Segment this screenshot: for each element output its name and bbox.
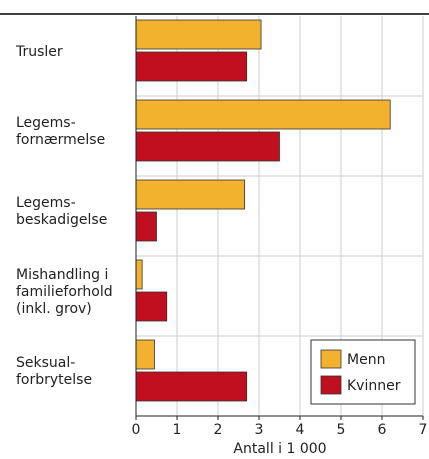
- y-tick-label: Mishandling i familieforhold (inkl. grov…: [16, 266, 113, 317]
- x-tick-label: 2: [214, 422, 223, 438]
- bar: [135, 19, 262, 50]
- legend-swatch: [320, 375, 342, 395]
- x-tick-label: 0: [132, 422, 141, 438]
- x-tick-label: 5: [337, 422, 346, 438]
- y-tick-label: Trusler: [16, 43, 63, 60]
- bar: [135, 211, 157, 242]
- x-tick-label: 7: [419, 422, 428, 438]
- x-tick-label: 1: [173, 422, 182, 438]
- y-tick-label: Seksual- forbrytelse: [16, 355, 93, 388]
- legend-swatch: [320, 349, 342, 369]
- bar: [135, 371, 248, 402]
- legend-label: Kvinner: [347, 378, 401, 394]
- x-axis-label: Antall i 1 000: [233, 441, 326, 457]
- bar: [135, 291, 168, 322]
- x-tick-label: 3: [255, 422, 264, 438]
- x-tick-label: 6: [378, 422, 387, 438]
- y-tick-label: Legems- fornærmelse: [16, 115, 106, 148]
- bar: [135, 131, 280, 162]
- x-tick-label: 4: [296, 422, 305, 438]
- bar: [135, 339, 155, 370]
- y-tick-label: Legems- beskadigelse: [16, 195, 108, 228]
- legend-label: Menn: [347, 352, 385, 368]
- bar: [135, 51, 248, 82]
- bar: [135, 259, 143, 290]
- bar: [135, 179, 246, 210]
- bar: [135, 99, 391, 130]
